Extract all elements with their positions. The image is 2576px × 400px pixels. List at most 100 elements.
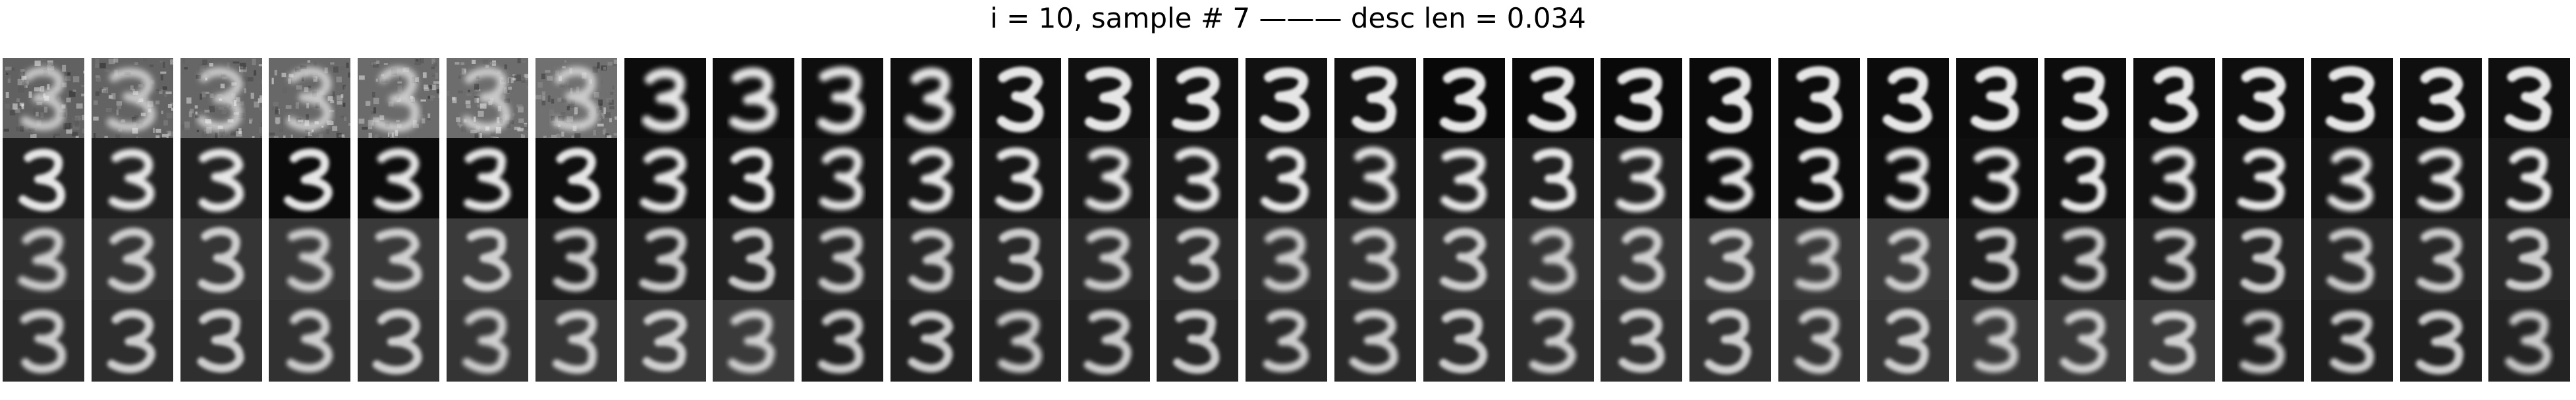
- digit-tile: [891, 218, 972, 300]
- digit-tile: [269, 138, 351, 220]
- digit-image: [197, 309, 244, 373]
- digit-image: [1264, 228, 1309, 292]
- digit-tile: [1956, 300, 2038, 382]
- digit-stroke: [905, 67, 954, 133]
- noise-speckle: [165, 91, 172, 95]
- digit-image: [284, 148, 333, 211]
- digit-tile: [713, 58, 795, 139]
- digit-tile: [1334, 218, 1416, 300]
- noise-speckle: [375, 78, 378, 82]
- digit-tile: [180, 300, 262, 382]
- noise-speckle: [592, 66, 598, 73]
- digit-tile: [1867, 300, 1949, 382]
- noise-speckle: [316, 136, 321, 139]
- digit-image: [817, 310, 863, 374]
- noise-speckle: [470, 130, 477, 134]
- noise-speckle: [291, 134, 294, 139]
- noise-speckle: [562, 80, 569, 85]
- noise-speckle: [602, 130, 605, 135]
- digit-stroke: [2417, 67, 2465, 132]
- noise-speckle: [28, 91, 32, 98]
- digit-image: [2061, 147, 2106, 213]
- noise-speckle: [383, 63, 388, 65]
- noise-speckle: [422, 118, 425, 124]
- digit-stroke: [1795, 148, 1843, 212]
- noise-speckle: [95, 59, 99, 65]
- noise-speckle: [333, 66, 339, 73]
- noise-speckle: [5, 92, 9, 98]
- noise-speckle: [167, 130, 171, 136]
- digit-stroke: [1971, 228, 2018, 292]
- digit-tile: [713, 300, 795, 382]
- digit-tile: [1512, 138, 1594, 220]
- noise-speckle: [160, 74, 163, 81]
- digit-tile: [1157, 138, 1239, 220]
- noise-speckle: [5, 103, 11, 109]
- noise-speckle: [557, 116, 564, 122]
- noise-speckle: [82, 128, 84, 134]
- noise-speckle: [368, 132, 373, 139]
- noise-speckle: [332, 91, 335, 97]
- digit-tile: [979, 58, 1061, 139]
- digit-image: [2416, 228, 2463, 292]
- digit-image: [1970, 66, 2019, 131]
- noise-speckle: [6, 72, 9, 75]
- digit-stroke: [372, 309, 422, 375]
- digit-tile: [1157, 300, 1239, 382]
- noise-speckle: [238, 128, 242, 134]
- noise-speckle: [36, 111, 39, 116]
- noise-speckle: [240, 67, 247, 72]
- digit-stroke: [18, 228, 67, 291]
- digit-tile: [3, 138, 84, 220]
- digit-tile: [447, 300, 528, 382]
- digit-image: [2151, 147, 2196, 212]
- digit-image: [905, 67, 954, 133]
- noise-speckle: [269, 132, 275, 136]
- digit-image: [553, 228, 597, 292]
- digit-stroke: [1971, 147, 2019, 213]
- digit-image: [93, 58, 173, 139]
- noise-speckle: [258, 127, 262, 134]
- digit-tile: [2488, 300, 2571, 382]
- noise-speckle: [161, 111, 163, 114]
- noise-speckle: [613, 59, 617, 64]
- digit-tile: [2399, 218, 2482, 300]
- noise-speckle: [412, 124, 419, 128]
- digit-image: [728, 228, 775, 291]
- noise-speckle: [72, 117, 78, 120]
- noise-speckle: [169, 64, 173, 68]
- noise-speckle: [341, 132, 348, 136]
- digit-image: [640, 147, 686, 213]
- noise-speckle: [199, 65, 205, 71]
- digit-tile: [358, 300, 440, 382]
- noise-speckle: [304, 87, 309, 93]
- noise-speckle: [613, 133, 617, 136]
- digit-tile: [1512, 218, 1594, 300]
- noise-speckle: [504, 87, 510, 94]
- digit-tile: [180, 218, 262, 300]
- digit-tile: [1689, 218, 1772, 300]
- digit-stroke: [1084, 228, 1131, 291]
- digit-tile: [1601, 58, 1683, 139]
- noise-speckle: [397, 81, 402, 84]
- noise-speckle: [457, 90, 463, 93]
- noise-speckle: [342, 136, 346, 139]
- noise-speckle: [561, 132, 564, 137]
- digit-stroke: [1260, 67, 1310, 132]
- noise-speckle: [521, 77, 526, 83]
- digit-image: [1971, 147, 2019, 213]
- noise-speckle: [337, 132, 343, 139]
- digit-image: [464, 148, 511, 211]
- noise-speckle: [332, 126, 338, 131]
- digit-image: [373, 228, 422, 291]
- noise-speckle: [195, 111, 198, 114]
- digit-stroke: [1349, 309, 1398, 374]
- noise-speckle: [194, 115, 200, 118]
- digit-tile: [2222, 58, 2304, 139]
- noise-speckle: [420, 99, 427, 102]
- noise-speckle: [271, 78, 275, 85]
- digit-stroke: [198, 148, 244, 213]
- digit-stroke: [642, 310, 687, 372]
- noise-speckle: [134, 62, 138, 65]
- noise-speckle: [57, 96, 61, 101]
